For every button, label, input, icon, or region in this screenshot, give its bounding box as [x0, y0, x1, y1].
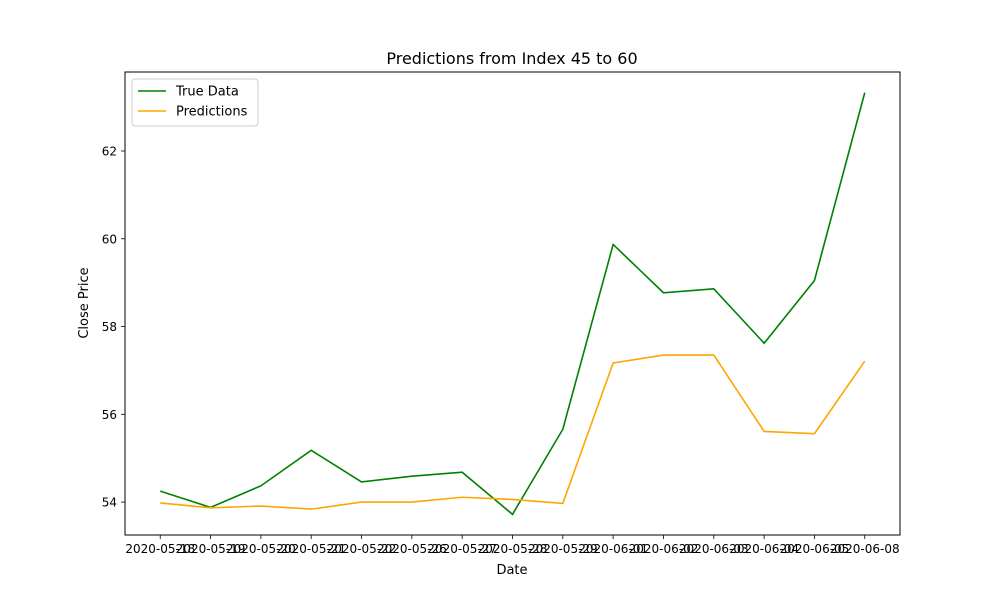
legend-label-true-data: True Data: [175, 85, 239, 100]
x-tick-label: 2020-05-19: [176, 542, 246, 556]
legend-label-predictions: Predictions: [176, 105, 248, 120]
y-tick-label: 56: [102, 408, 117, 422]
chart-title: Predictions from Index 45 to 60: [386, 49, 637, 68]
y-axis-label: Close Price: [77, 267, 92, 338]
x-tick-label: 2020-06-04: [729, 542, 799, 556]
x-tick-label: 2020-05-21: [276, 542, 346, 556]
plot-area: 2020-05-182020-05-192020-05-202020-05-21…: [102, 92, 900, 556]
x-tick-label: 2020-05-18: [125, 542, 195, 556]
x-tick-label: 2020-05-29: [528, 542, 598, 556]
x-tick-label: 2020-06-02: [629, 542, 699, 556]
legend: True Data Predictions: [131, 78, 259, 127]
x-tick-label: 2020-06-05: [780, 542, 850, 556]
x-tick-label: 2020-05-26: [377, 542, 447, 556]
y-tick-label: 54: [102, 496, 117, 510]
x-tick-label: 2020-06-01: [578, 542, 648, 556]
x-tick-label: 2020-05-22: [327, 542, 397, 556]
y-tick-label: 58: [102, 320, 117, 334]
x-tick-label: 2020-06-03: [679, 542, 749, 556]
x-tick-label: 2020-06-08: [830, 542, 900, 556]
x-axis-label: Date: [496, 563, 527, 578]
series-line-predictions: [160, 354, 866, 510]
x-tick-label: 2020-05-28: [478, 542, 548, 556]
axes-frame: [124, 71, 901, 536]
y-tick-label: 60: [102, 232, 117, 246]
y-tick-label: 62: [102, 144, 117, 158]
series-line-true-data: [159, 92, 866, 516]
x-tick-label: 2020-05-20: [226, 542, 296, 556]
x-tick-label: 2020-05-27: [427, 542, 497, 556]
